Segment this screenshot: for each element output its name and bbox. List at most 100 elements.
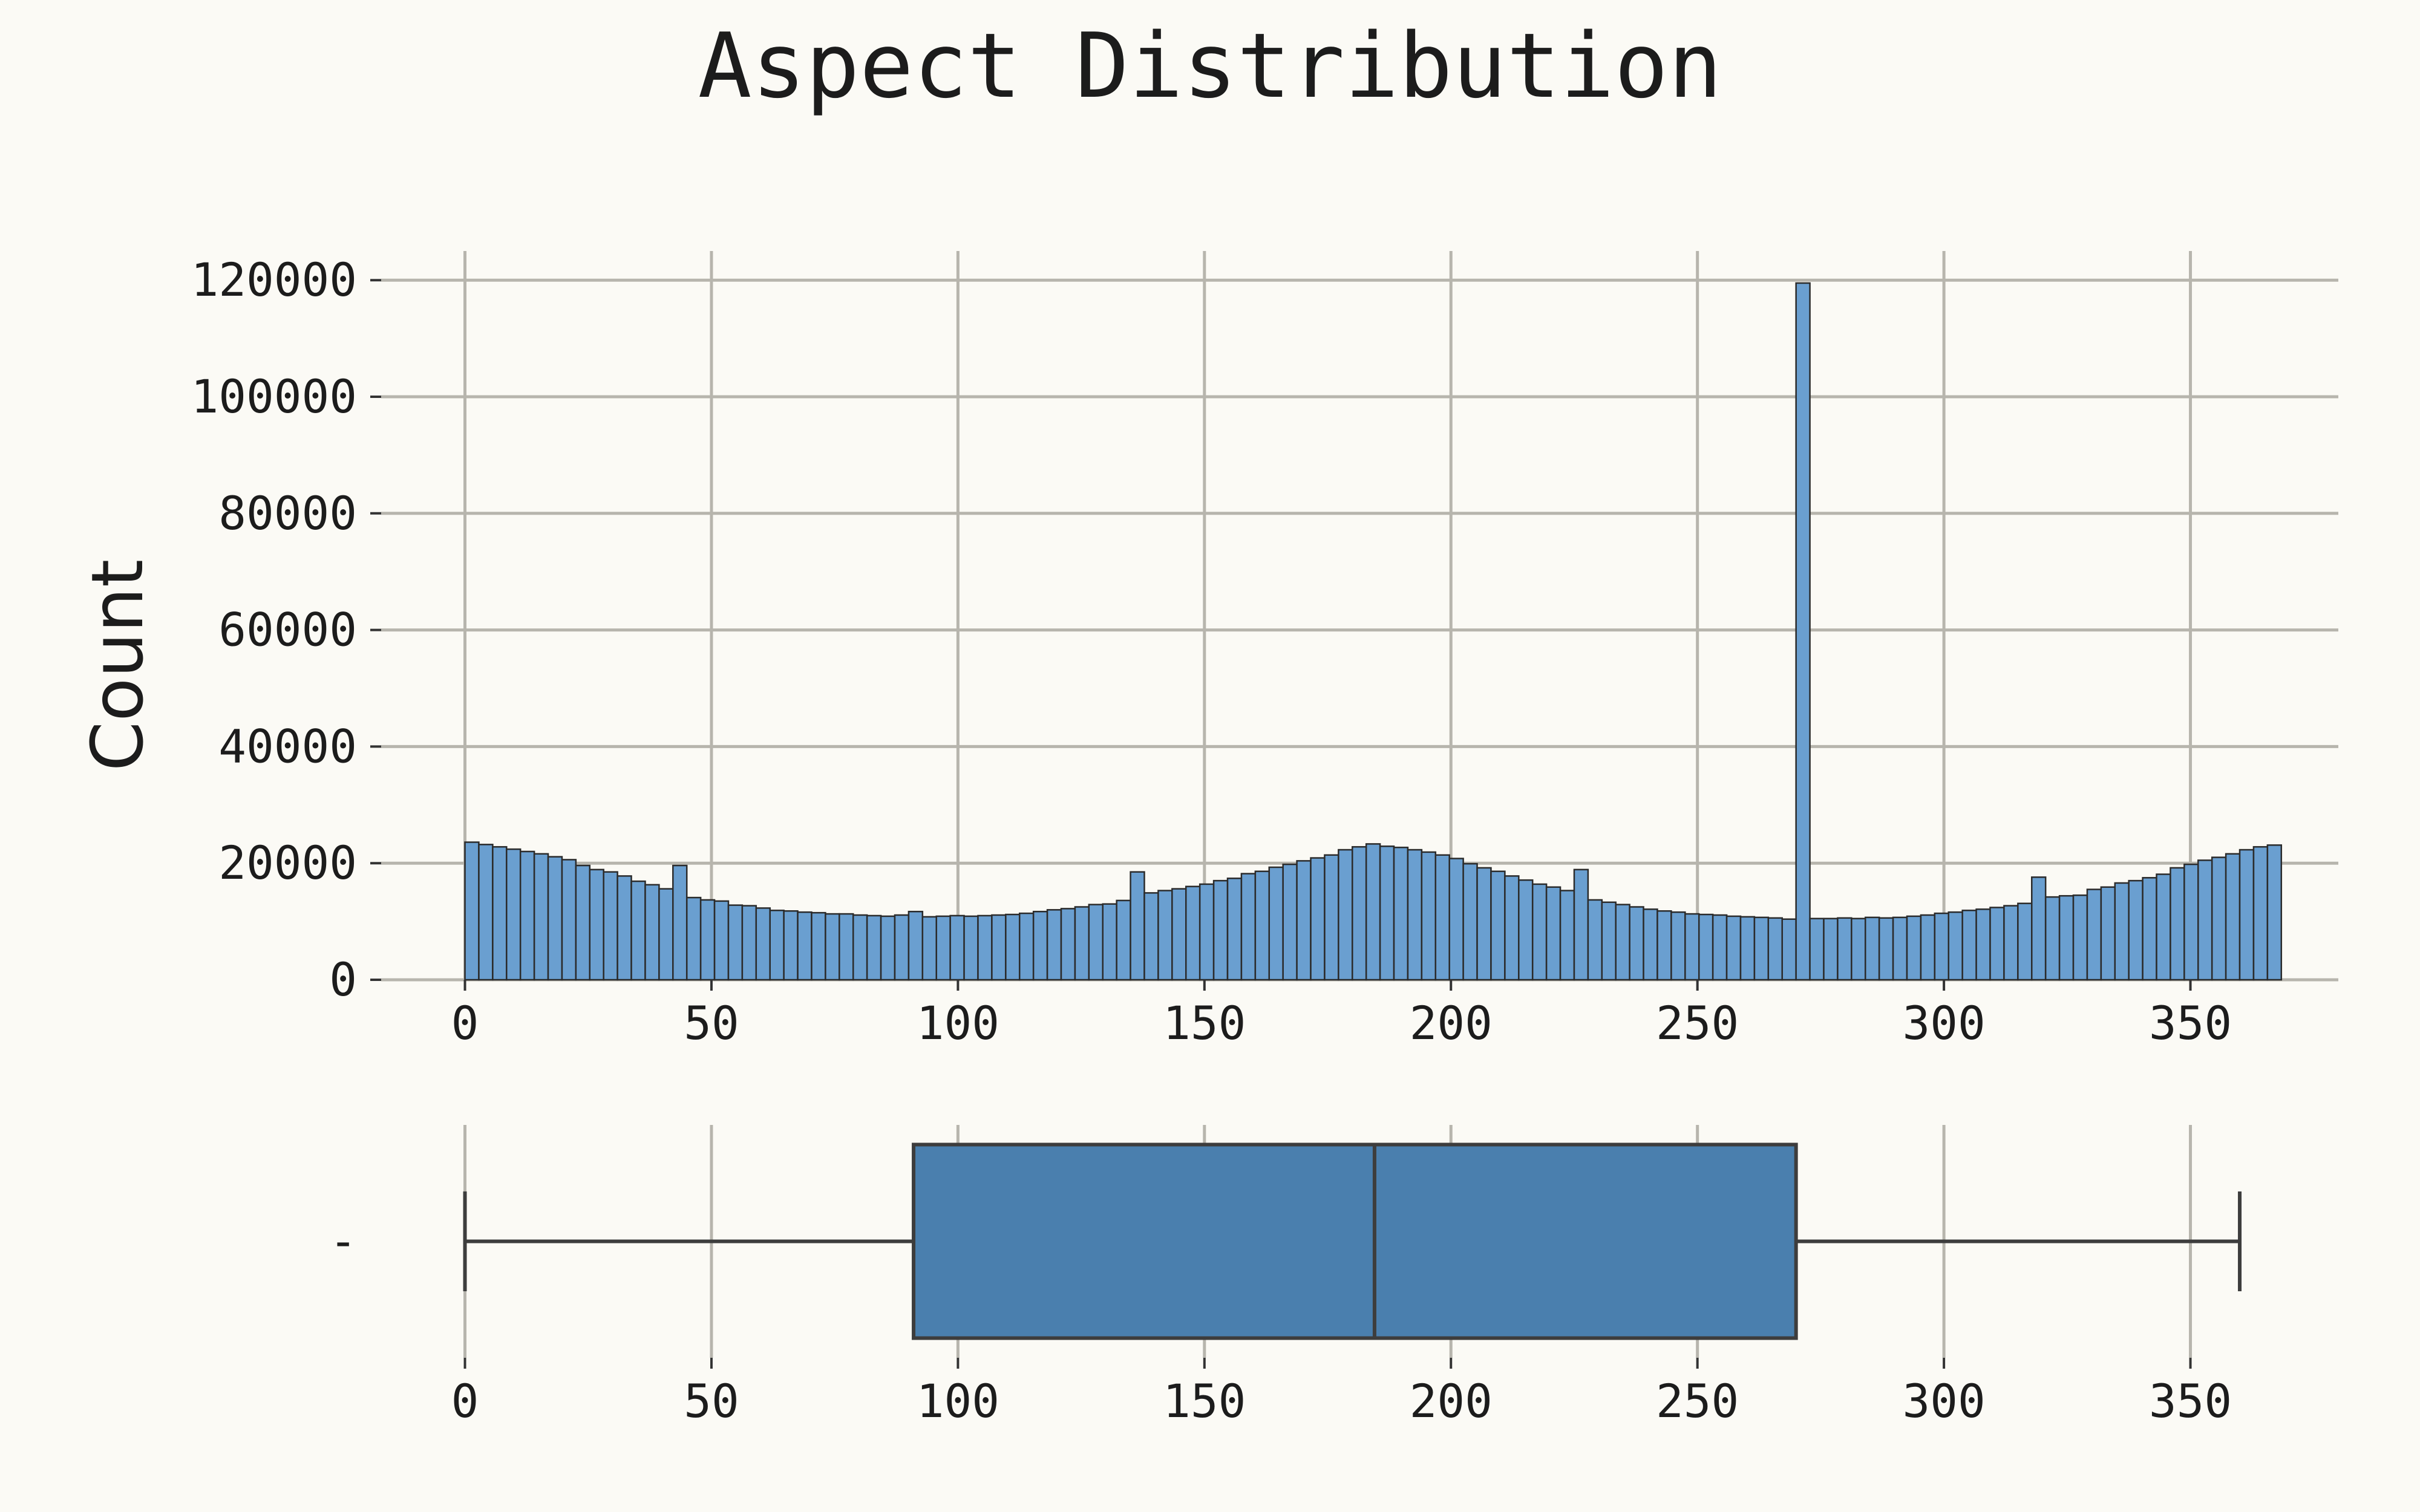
histogram-bar	[2100, 886, 2116, 981]
histogram-bar	[1490, 870, 1506, 981]
histogram-bar	[1712, 914, 1728, 981]
histogram-bar	[2266, 844, 2283, 981]
histogram-bar	[575, 864, 591, 981]
histogram-bar	[2017, 902, 2033, 981]
histogram-bar	[2072, 894, 2088, 981]
histogram-bar	[1102, 903, 1117, 981]
histogram-y-tick-label: 120000	[191, 253, 357, 307]
histogram-bar	[1684, 913, 1700, 981]
histogram-bar	[519, 850, 535, 981]
histogram-bar	[1725, 915, 1742, 981]
histogram-bar	[1268, 866, 1284, 981]
histogram-bar	[2211, 856, 2227, 981]
histogram-bar	[2252, 846, 2269, 981]
histogram-bar	[561, 859, 577, 981]
histogram-bar	[963, 915, 979, 981]
histogram-bar	[1462, 862, 1478, 981]
histogram-bar	[603, 871, 618, 981]
histogram-bar	[880, 915, 896, 981]
histogram-bars	[464, 282, 2283, 981]
histogram-bar	[1601, 901, 1617, 981]
boxplot-x-tick-label: 200	[1410, 1374, 1493, 1428]
histogram-bar	[1116, 899, 1131, 981]
histogram-bar	[1989, 907, 2005, 981]
histogram-bar	[1906, 915, 1922, 981]
histogram-bar	[1615, 904, 1630, 981]
histogram-bar	[1365, 843, 1381, 981]
histogram-bar	[1656, 910, 1672, 981]
histogram-y-tick-label: 100000	[191, 370, 357, 423]
histogram-bar	[1393, 846, 1409, 981]
histogram-bar	[839, 913, 854, 981]
histogram-bar	[506, 848, 522, 981]
histogram-bar	[2114, 882, 2130, 981]
histogram-bar	[2170, 867, 2185, 981]
histogram-bar	[1282, 863, 1298, 981]
boxplot-box	[912, 1142, 1798, 1340]
histogram-bar	[1060, 908, 1076, 981]
chart-title: Aspect Distribution	[698, 14, 1722, 118]
histogram-bar	[2031, 876, 2047, 981]
histogram-y-tick-label: 60000	[218, 603, 357, 657]
boxplot-axes: 0 50 100 150 200 250 300 350 -	[329, 1214, 2232, 1429]
histogram-axes: 0 50 100 150 200 250 300 350 0 20000 40000 60000 800…	[191, 253, 2232, 1050]
histogram-bar	[741, 905, 757, 981]
histogram-bar	[1199, 883, 1215, 981]
histogram-bar	[1892, 916, 1908, 981]
histogram-bar	[1864, 916, 1880, 981]
histogram-bar	[825, 913, 840, 981]
histogram-bar	[1878, 917, 1894, 981]
histogram-bar	[1324, 854, 1339, 981]
histogram-bar	[2156, 873, 2171, 981]
histogram-bar	[727, 904, 744, 981]
histogram-bar	[991, 914, 1007, 981]
histogram-bar	[1407, 849, 1423, 981]
y-axis-label: Count	[76, 559, 159, 771]
histogram-bar	[1310, 857, 1326, 981]
boxplot-x-tick-label: 350	[2149, 1374, 2232, 1428]
histogram-bar	[1795, 282, 1811, 981]
histogram-bar	[908, 910, 924, 981]
histogram-y-tick-label: 0	[329, 953, 357, 1006]
histogram-bar	[1698, 913, 1714, 981]
histogram-grid	[381, 251, 2338, 982]
histogram-bar	[1920, 914, 1936, 981]
histogram-bar	[1837, 917, 1853, 981]
histogram-bar	[1559, 890, 1575, 981]
histogram-bar	[755, 907, 771, 981]
histogram-bar	[1767, 917, 1783, 981]
histogram-bar	[1379, 845, 1395, 981]
histogram-bar	[644, 884, 660, 981]
histogram-y-tick-label: 40000	[218, 719, 357, 773]
boxplot-x-tick-label: 0	[451, 1374, 479, 1428]
histogram-bar	[1823, 917, 1839, 981]
histogram-bar	[699, 899, 716, 981]
histogram-bar	[1130, 871, 1145, 981]
histogram-bar	[1088, 904, 1104, 981]
histogram-bar	[1504, 875, 1520, 981]
histogram-bar	[713, 900, 730, 981]
histogram-x-tick-label: 250	[1656, 996, 1739, 1050]
histogram-bar	[2086, 888, 2102, 981]
boxplot	[463, 1142, 2242, 1340]
histogram-bar	[2058, 894, 2075, 981]
histogram-bar	[1046, 909, 1062, 981]
histogram-bar	[1018, 912, 1035, 981]
histogram-bar	[2128, 879, 2144, 981]
boxplot-x-tick-label: 150	[1163, 1374, 1246, 1428]
histogram-bar	[1518, 879, 1534, 981]
boxplot-x-tick-label: 100	[917, 1374, 999, 1428]
histogram-bar	[1643, 908, 1658, 981]
histogram-bar	[685, 896, 702, 981]
histogram-bar	[1296, 860, 1312, 981]
histogram-x-tick-label: 150	[1163, 996, 1246, 1050]
histogram-y-tick-label: 80000	[218, 486, 357, 540]
histogram-x-tick-label: 350	[2149, 996, 2232, 1050]
histogram-bar	[630, 880, 646, 981]
histogram-bar	[797, 911, 813, 981]
histogram-bar	[1947, 911, 1963, 981]
histogram-bar	[533, 853, 549, 981]
histogram-bar	[1573, 868, 1589, 981]
histogram-bar	[769, 910, 785, 981]
